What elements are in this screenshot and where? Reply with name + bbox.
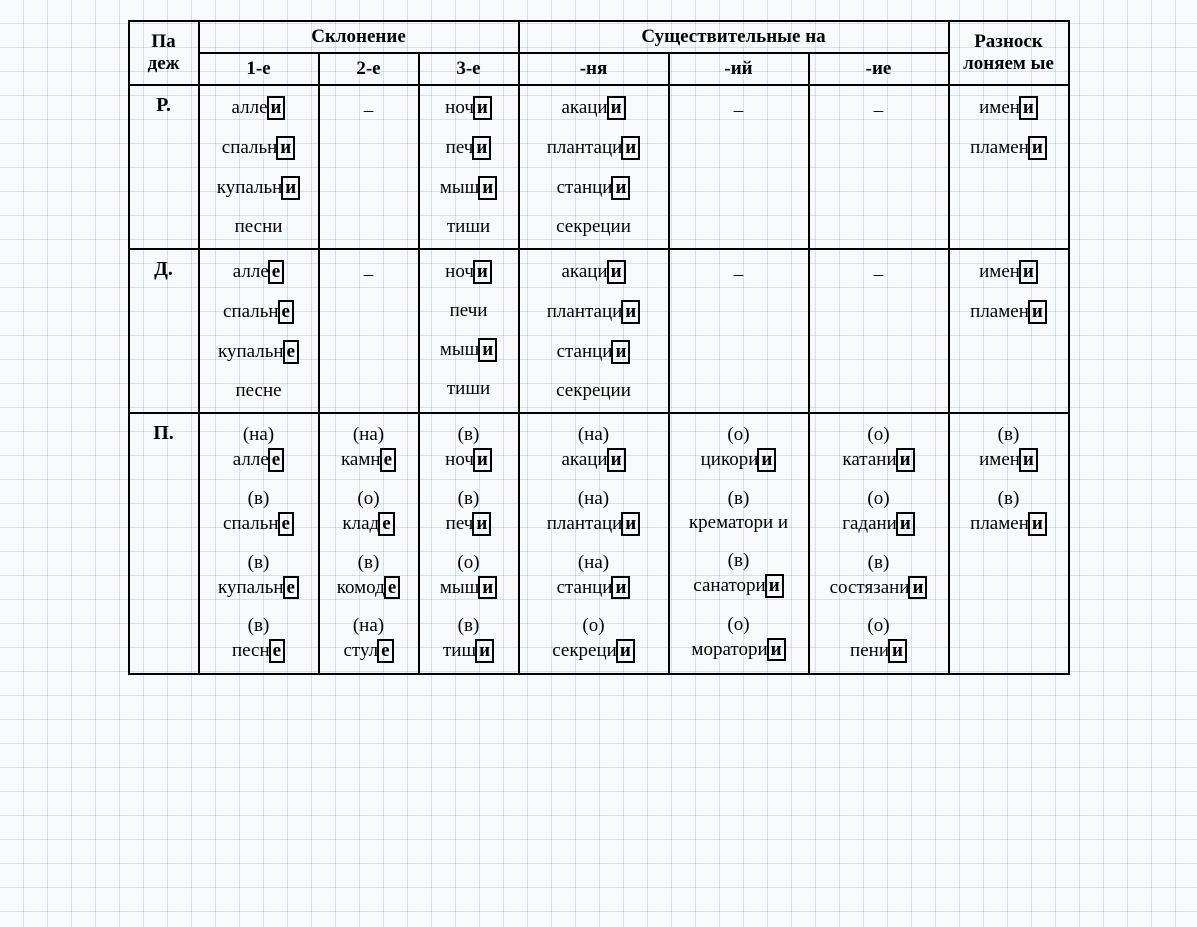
- cell-decl_3: ночипечимышитиши: [419, 85, 519, 249]
- cell-iy: –: [669, 85, 809, 249]
- declension-table: Па деж Склонение Существительные на Разн…: [128, 20, 1070, 675]
- cell-decl_2: –: [319, 85, 419, 249]
- cell-nya: (на)акации(на)плантации(на)станции(о)сек…: [519, 413, 669, 675]
- header-decl-3: 3-е: [419, 53, 519, 85]
- cell-ie: –: [809, 249, 949, 413]
- case-cell: П.: [129, 413, 199, 675]
- cell-ie: (о)катании(о)гадании(в)состязании(о)пени…: [809, 413, 949, 675]
- header-nouns-on: Существительные на: [519, 21, 949, 53]
- cell-decl_1: аллееспальнекупальнепесне: [199, 249, 319, 413]
- cell-iy: (о)цикории(в)крематори и(в)санатории(о)м…: [669, 413, 809, 675]
- table-row: Р.аллеиспальникупальнипесни–ночипечимыши…: [129, 85, 1069, 249]
- cell-hetero: (в)имени(в)пламени: [949, 413, 1069, 675]
- cell-decl_3: (в)ночи(в)печи(о)мыши(в)тиши: [419, 413, 519, 675]
- cell-hetero: именипламени: [949, 85, 1069, 249]
- case-cell: Д.: [129, 249, 199, 413]
- cell-nya: акацииплантациистанциисекреции: [519, 85, 669, 249]
- cell-hetero: именипламени: [949, 249, 1069, 413]
- header-hetero: Разноск лоняем ые: [949, 21, 1069, 85]
- header-iy: -ий: [669, 53, 809, 85]
- table-row: П.(на)аллее(в)спальне(в)купальне(в)песне…: [129, 413, 1069, 675]
- cell-nya: акацииплантациистанциисекреции: [519, 249, 669, 413]
- table-body: Р.аллеиспальникупальнипесни–ночипечимыши…: [129, 85, 1069, 674]
- table-row: Д.аллееспальнекупальнепесне–ночипечимыши…: [129, 249, 1069, 413]
- header-declension: Склонение: [199, 21, 519, 53]
- header-ie: -ие: [809, 53, 949, 85]
- cell-iy: –: [669, 249, 809, 413]
- header-case: Па деж: [129, 21, 199, 85]
- cell-decl_1: аллеиспальникупальнипесни: [199, 85, 319, 249]
- header-decl-1: 1-е: [199, 53, 319, 85]
- header-nya: -ня: [519, 53, 669, 85]
- cell-decl_2: –: [319, 249, 419, 413]
- cell-decl_2: (на)камне(о)кладе(в)комоде(на)стуле: [319, 413, 419, 675]
- cell-decl_1: (на)аллее(в)спальне(в)купальне(в)песне: [199, 413, 319, 675]
- cell-ie: –: [809, 85, 949, 249]
- header-decl-2: 2-е: [319, 53, 419, 85]
- case-cell: Р.: [129, 85, 199, 249]
- cell-decl_3: ночипечимышитиши: [419, 249, 519, 413]
